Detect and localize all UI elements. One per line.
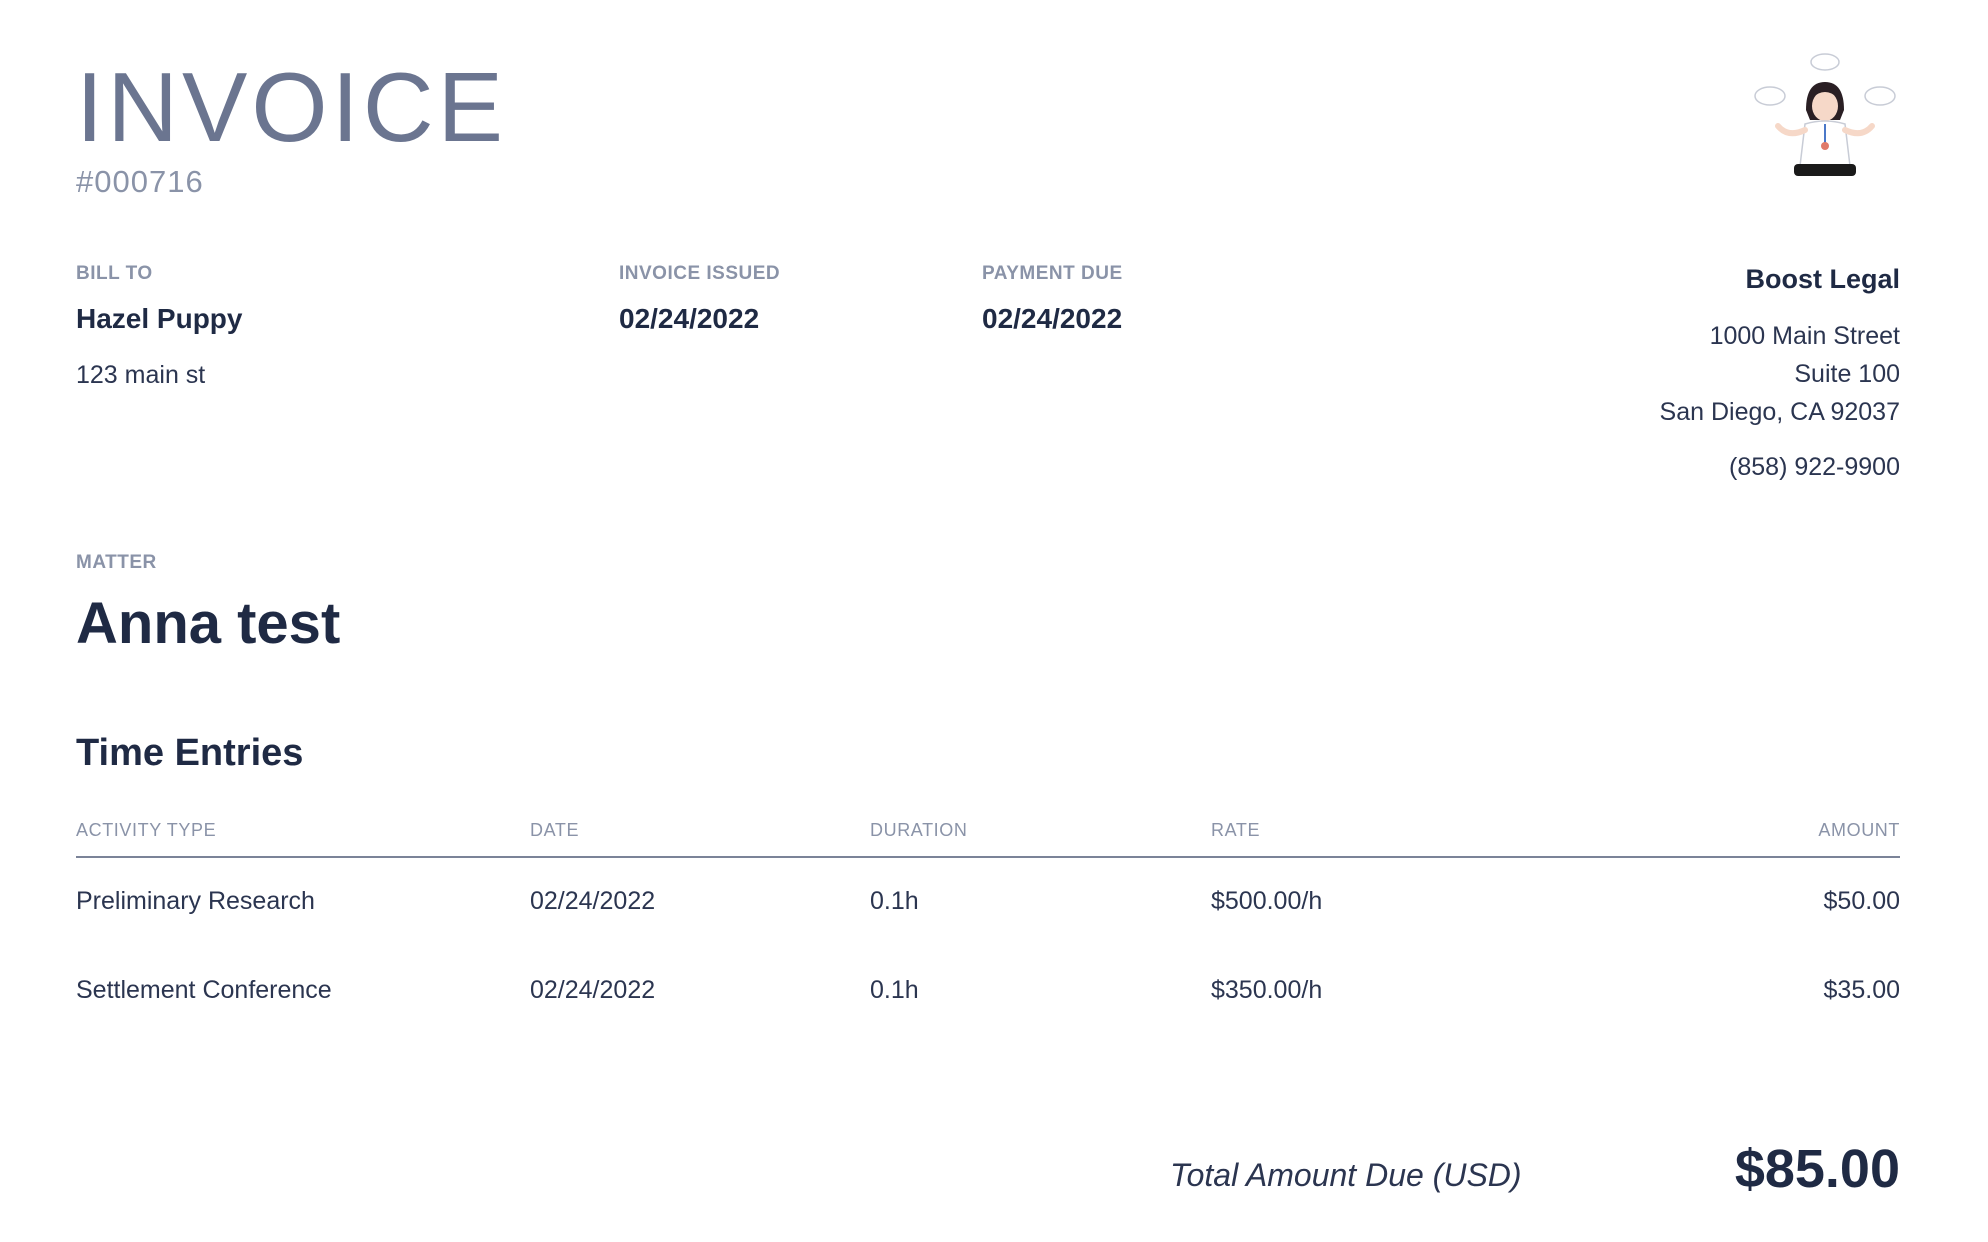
time-entries-title: Time Entries	[76, 732, 304, 774]
row-duration: 0.1h	[870, 887, 919, 915]
row-activity-type: Preliminary Research	[76, 887, 315, 915]
firm-address-line2: Suite 100	[1794, 360, 1900, 388]
row-amount: $35.00	[1823, 976, 1900, 1004]
column-header-activity-type: ACTIVITY TYPE	[76, 820, 217, 840]
total-amount-value: $85.00	[1734, 1139, 1900, 1199]
table-header-divider	[76, 856, 1900, 858]
row-amount: $50.00	[1823, 887, 1900, 915]
firm-name: Boost Legal	[1745, 264, 1900, 294]
row-activity-type: Settlement Conference	[76, 976, 332, 1004]
matter-name: Anna test	[76, 591, 341, 656]
firm-address-line3: San Diego, CA 92037	[1659, 398, 1900, 426]
bill-to-label: BILL TO	[76, 263, 153, 284]
column-header-amount: AMOUNT	[1818, 820, 1900, 840]
row-date: 02/24/2022	[530, 976, 656, 1004]
bill-to-address: 123 main st	[76, 361, 206, 389]
invoice-issued-label: INVOICE ISSUED	[619, 263, 781, 284]
invoice-title: INVOICE	[76, 52, 507, 162]
column-header-date: DATE	[530, 820, 580, 840]
column-header-rate: RATE	[1211, 820, 1261, 840]
payment-due-date: 02/24/2022	[982, 303, 1123, 334]
invoice-number: #000716	[76, 164, 204, 199]
meditating-lawyer-logo-icon	[1754, 53, 1896, 176]
bill-to-name: Hazel Puppy	[76, 303, 243, 334]
invoice-issued-date: 02/24/2022	[619, 303, 760, 334]
matter-label: MATTER	[76, 552, 157, 573]
column-header-duration: DURATION	[870, 820, 968, 840]
payment-due-label: PAYMENT DUE	[982, 263, 1123, 284]
row-rate: $500.00/h	[1211, 887, 1323, 915]
total-amount-label: Total Amount Due (USD)	[1170, 1157, 1522, 1193]
firm-phone: (858) 922-9900	[1729, 453, 1900, 481]
row-rate: $350.00/h	[1211, 976, 1323, 1004]
row-duration: 0.1h	[870, 976, 919, 1004]
row-date: 02/24/2022	[530, 887, 656, 915]
firm-address-line1: 1000 Main Street	[1709, 322, 1900, 350]
